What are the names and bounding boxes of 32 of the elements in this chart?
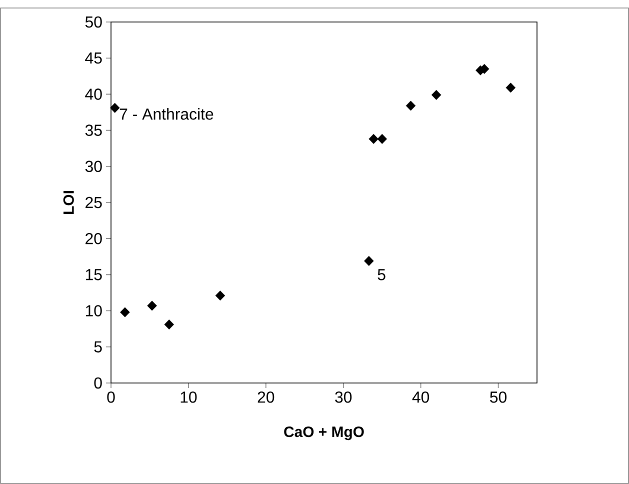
annotation: 5 bbox=[378, 269, 386, 280]
point bbox=[406, 100, 416, 111]
annotation: 7 - Anthracite bbox=[120, 108, 214, 120]
x-tick-label: 50 bbox=[490, 392, 507, 403]
y-tick-label: 15 bbox=[86, 269, 102, 280]
x-tick-label: 20 bbox=[258, 392, 274, 403]
x-axis-title: CaO + MgO bbox=[284, 426, 364, 440]
point bbox=[164, 320, 174, 330]
y-tick-label: 10 bbox=[86, 305, 102, 316]
point bbox=[377, 134, 387, 144]
y-tick-label: 50 bbox=[85, 16, 102, 28]
y-tick-label: 20 bbox=[86, 232, 102, 244]
y-tick-label: 0 bbox=[94, 377, 102, 389]
y-tick-label: 40 bbox=[85, 88, 102, 100]
x-tick-label: 10 bbox=[180, 392, 197, 403]
point bbox=[120, 307, 130, 318]
point bbox=[110, 102, 120, 113]
point bbox=[506, 82, 516, 93]
point bbox=[215, 290, 226, 301]
y-tick-label: 25 bbox=[86, 196, 102, 208]
y-tick-label: 30 bbox=[85, 160, 102, 172]
y-tick-label: 5 bbox=[94, 341, 102, 352]
y-tick-label: 45 bbox=[85, 52, 102, 64]
point bbox=[368, 134, 378, 144]
y-tick-label: 35 bbox=[85, 124, 102, 136]
point bbox=[364, 256, 374, 266]
point bbox=[147, 300, 157, 311]
y-axis-title: LOI bbox=[63, 191, 74, 214]
x-tick-label: 40 bbox=[412, 392, 430, 403]
point bbox=[431, 90, 442, 100]
x-tick-label: 0 bbox=[107, 392, 115, 403]
x-tick-label: 30 bbox=[335, 392, 352, 403]
